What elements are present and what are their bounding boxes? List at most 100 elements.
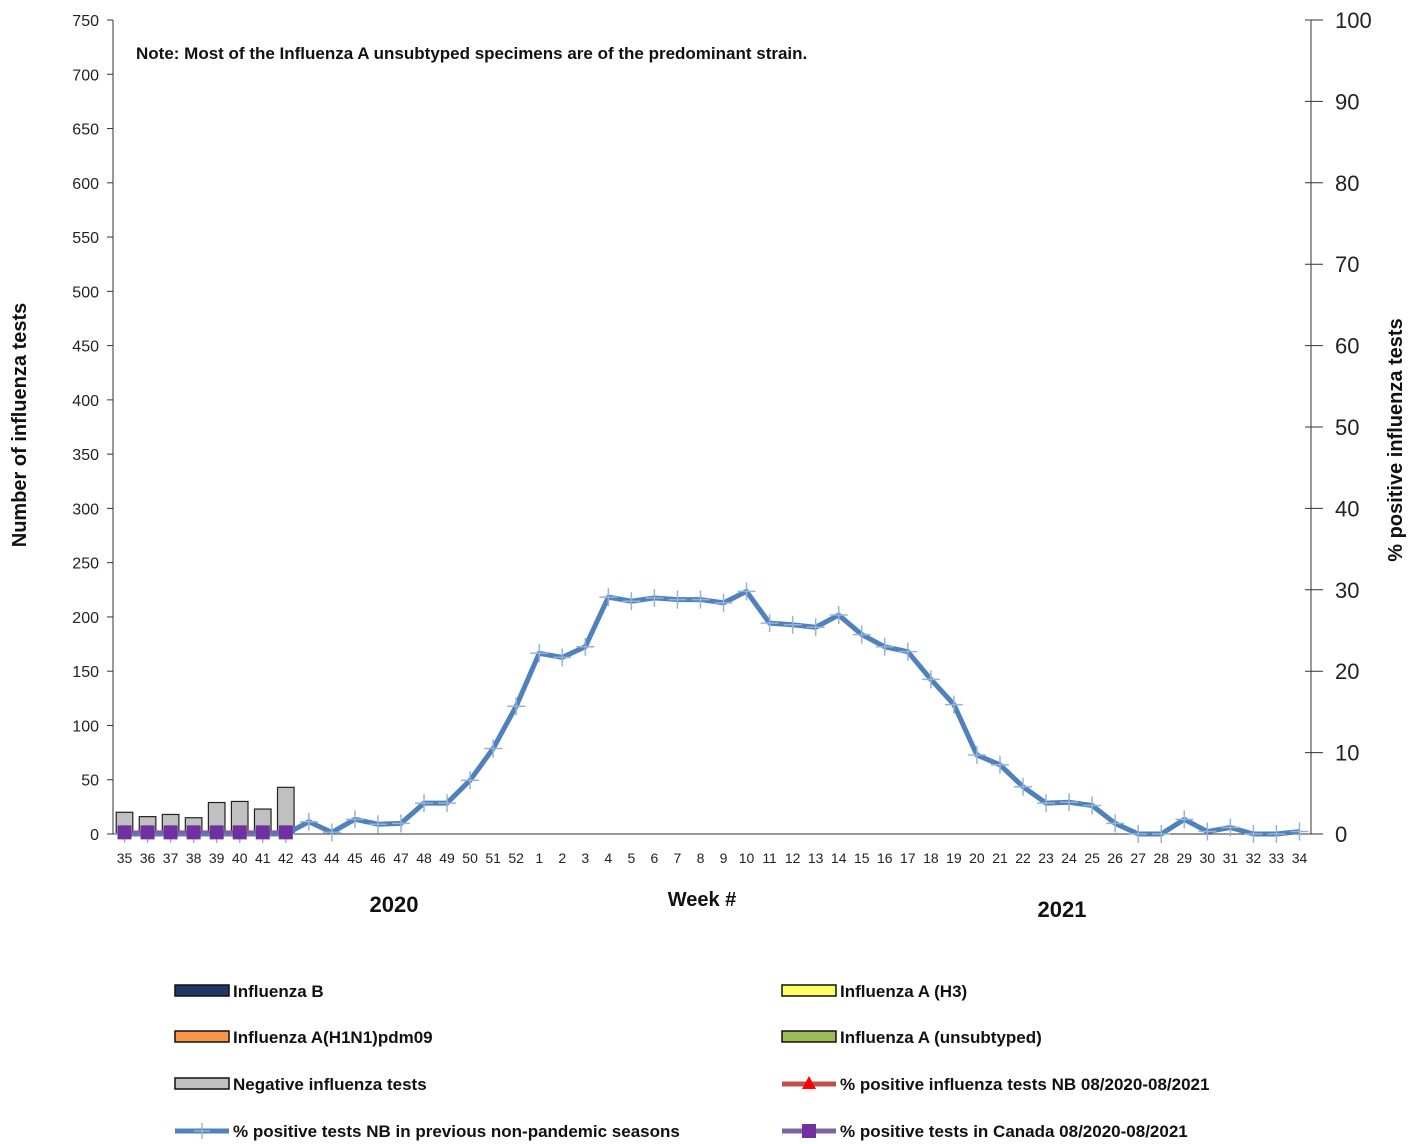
previous-seasons-point xyxy=(1175,810,1194,829)
y-left-tick-label: 400 xyxy=(72,393,99,410)
x-tick-label: 37 xyxy=(163,850,179,866)
x-tick-label: 47 xyxy=(393,850,409,866)
x-tick-label: 17 xyxy=(900,850,916,866)
previous-seasons-point xyxy=(645,588,664,607)
legend-label: Influenza A (unsubtyped) xyxy=(840,1028,1042,1047)
x-tick-label: 15 xyxy=(854,850,870,866)
previous-seasons-point xyxy=(345,810,364,829)
x-tick-label: 41 xyxy=(255,850,271,866)
previous-seasons-point xyxy=(368,815,387,834)
previous-seasons-point xyxy=(990,755,1009,774)
previous-seasons-point xyxy=(1060,793,1079,812)
previous-seasons-point xyxy=(530,644,549,663)
x-tick-label: 20 xyxy=(969,850,985,866)
x-tick-label: 46 xyxy=(370,850,386,866)
y-left-tick-label: 350 xyxy=(72,447,99,464)
legend-label: Influenza B xyxy=(233,982,324,1001)
x-tick-label: 42 xyxy=(278,850,294,866)
previous-seasons-point xyxy=(898,642,917,661)
previous-seasons-point xyxy=(1106,814,1125,833)
canada-point xyxy=(209,825,224,840)
legend-item: Negative influenza tests xyxy=(174,1075,427,1094)
legend-item: Influenza A (unsubtyped) xyxy=(781,1028,1042,1047)
previous-seasons-point xyxy=(852,625,871,644)
x-tick-label: 38 xyxy=(186,850,202,866)
x-tick-label: 29 xyxy=(1176,850,1192,866)
y-right-tick-label: 70 xyxy=(1335,252,1359,277)
canada-point xyxy=(163,825,178,840)
x-tick-label: 25 xyxy=(1084,850,1100,866)
previous-seasons-point xyxy=(737,582,756,601)
x-tick-label: 18 xyxy=(923,850,939,866)
x-tick-label: 5 xyxy=(627,850,635,866)
previous-seasons-point xyxy=(806,618,825,637)
x-tick-label: 23 xyxy=(1038,850,1054,866)
previous-seasons-point xyxy=(921,670,940,689)
y-left-tick-label: 250 xyxy=(72,556,99,573)
x-tick-label: 28 xyxy=(1153,850,1169,866)
x-tick-label: 7 xyxy=(674,850,682,866)
x-tick-label: 12 xyxy=(785,850,801,866)
y-axis-right-title: % positive influenza tests xyxy=(1385,318,1407,561)
previous-seasons-point xyxy=(1083,796,1102,815)
legend-item: Influenza B xyxy=(174,982,324,1001)
previous-seasons-point xyxy=(622,592,641,611)
legend-item: Influenza A(H1N1)pdm09 xyxy=(174,1028,433,1047)
previous-seasons-point xyxy=(1267,825,1286,843)
x-tick-label: 21 xyxy=(992,850,1008,866)
x-tick-label: 9 xyxy=(720,850,728,866)
x-tick-label: 34 xyxy=(1292,850,1308,866)
y-right-tick-label: 10 xyxy=(1335,741,1359,766)
year-label-2020: 2020 xyxy=(370,892,419,917)
x-tick-label: 19 xyxy=(946,850,962,866)
canada-point xyxy=(186,825,201,840)
previous-seasons-point xyxy=(438,794,457,813)
axes xyxy=(107,19,1323,835)
year-label-2021: 2021 xyxy=(1038,897,1087,922)
previous-seasons-point xyxy=(944,695,963,714)
legend-swatch xyxy=(781,1030,837,1043)
previous-seasons-point xyxy=(507,697,526,716)
y-left-tick-label: 100 xyxy=(72,718,99,735)
previous-seasons-point xyxy=(322,823,341,842)
x-tick-label: 1 xyxy=(535,850,543,866)
x-tick-label: 33 xyxy=(1269,850,1285,866)
y-left-tick-label: 500 xyxy=(72,284,99,301)
previous-seasons-point xyxy=(691,590,710,609)
x-tick-label: 44 xyxy=(324,850,340,866)
previous-seasons-point xyxy=(415,794,434,813)
y-left-tick-label: 0 xyxy=(90,827,99,844)
x-tick-label: 30 xyxy=(1200,850,1216,866)
previous-seasons-point xyxy=(668,590,687,609)
x-tick-label: 24 xyxy=(1061,850,1077,866)
previous-seasons-point xyxy=(299,812,318,831)
previous-seasons-point xyxy=(760,614,779,633)
y-left-tick-label: 50 xyxy=(81,773,99,790)
legend-swatch xyxy=(174,984,230,997)
legend: Influenza B Influenza A (H3) Influenza A(H… xyxy=(174,982,1209,1141)
x-tick-label: 49 xyxy=(439,850,455,866)
previous-seasons-point xyxy=(553,648,572,667)
chart-note: Note: Most of the Influenza A unsubtyped… xyxy=(136,44,807,63)
y-right-tick-label: 100 xyxy=(1335,8,1372,33)
x-tick-label: 40 xyxy=(232,850,248,866)
legend-label: % positive tests NB in previous non-pand… xyxy=(233,1122,680,1141)
x-tick-label: 3 xyxy=(581,850,589,866)
y-axis-left-title: Number of influenza tests xyxy=(9,303,31,547)
y-left-tick-label: 600 xyxy=(72,176,99,193)
x-tick-label: 11 xyxy=(762,850,777,866)
legend-item: % positive influenza tests NB 08/2020-08… xyxy=(782,1075,1209,1094)
canada-point xyxy=(255,825,270,840)
x-tick-label: 22 xyxy=(1015,850,1031,866)
previous-seasons-point xyxy=(1244,825,1263,843)
y-left-tick-label: 700 xyxy=(72,67,99,84)
tick-labels: 0501001502002503003504004505005506006507… xyxy=(72,8,1371,866)
y-right-tick-label: 0 xyxy=(1335,822,1347,847)
canada-point xyxy=(140,825,155,840)
x-tick-label: 10 xyxy=(739,850,755,866)
x-tick-label: 31 xyxy=(1223,850,1239,866)
line-series xyxy=(115,582,1309,843)
previous-seasons-point xyxy=(1221,818,1240,837)
x-tick-label: 14 xyxy=(831,850,847,866)
legend-label: % positive influenza tests NB 08/2020-08… xyxy=(840,1075,1209,1094)
